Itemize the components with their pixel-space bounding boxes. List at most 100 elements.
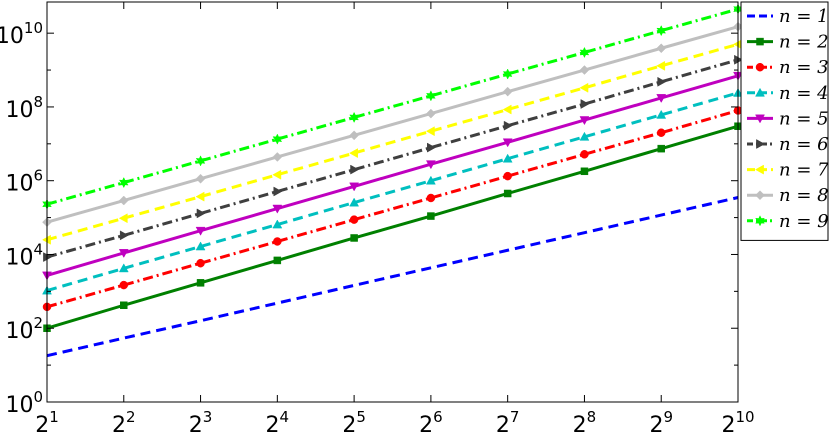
series-4-point — [502, 153, 513, 163]
y-tick-label: 1010 — [0, 19, 43, 49]
legend-item: n = 3 — [747, 57, 829, 78]
series-line-4 — [46, 91, 739, 293]
legend: n = 1 n = 2 n = 3 n = 4 n = 5 n = 6 n = 7 n = 8… — [740, 1, 829, 241]
y-tick-label: 100 — [5, 388, 43, 418]
series-8-point — [502, 86, 513, 97]
x-tick-label: 21 — [35, 408, 59, 435]
series-5-point — [502, 138, 513, 148]
series-9-point — [272, 133, 283, 145]
series-7-point — [272, 169, 282, 180]
series-1 — [46, 196, 739, 358]
series-5-point — [656, 94, 667, 103]
series-3-point — [503, 171, 512, 181]
legend-marker — [755, 114, 765, 124]
series-5-point — [272, 204, 283, 214]
series-6-point — [350, 164, 360, 175]
series-3-point — [196, 258, 205, 268]
legend-item: n = 7 — [747, 160, 829, 181]
legend-item: n = 2 — [747, 32, 829, 53]
series-6-point — [580, 99, 590, 109]
series-5 — [42, 71, 743, 281]
series-4-point — [425, 175, 436, 185]
legend-label: n = 1 — [779, 6, 829, 27]
series-2-point — [657, 144, 665, 153]
series-4-point — [579, 131, 590, 141]
x-tick-label: 23 — [189, 408, 213, 435]
series-7-point — [656, 60, 666, 71]
x-tick-label: 27 — [496, 408, 520, 435]
legend-marker — [755, 215, 765, 227]
legend-label: n = 6 — [779, 134, 829, 155]
series-6-point — [657, 76, 667, 87]
series-8-point — [426, 108, 436, 119]
series-5-point — [349, 182, 360, 192]
series-line-2 — [46, 124, 739, 330]
legend-item: n = 5 — [747, 108, 829, 129]
series-layer — [41, 3, 744, 358]
series-7-point — [195, 191, 205, 202]
series-4-point — [195, 241, 206, 251]
series-3-point — [273, 237, 282, 246]
y-axis: 100 102 104 106 108 1010 — [0, 19, 738, 418]
legend-label: n = 4 — [779, 83, 829, 104]
series-2-point — [120, 301, 128, 309]
series-9-point — [195, 155, 206, 167]
legend-label: n = 3 — [779, 57, 829, 78]
series-8-point — [195, 173, 206, 184]
series-line-7 — [46, 42, 739, 242]
series-6-point — [196, 208, 206, 219]
series-9-point — [579, 46, 590, 59]
series-4-point — [118, 263, 129, 273]
legend-marker — [756, 37, 764, 46]
legend-marker — [755, 62, 765, 72]
x-tick-label: 22 — [112, 408, 136, 435]
y-tick-label: 108 — [5, 93, 43, 123]
x-tick-label: 26 — [419, 408, 443, 435]
series-3-point — [119, 280, 129, 290]
series-6-point — [119, 230, 129, 241]
x-tick-label: 210 — [721, 408, 754, 435]
legend-item: n = 4 — [747, 83, 829, 104]
legend-label: n = 8 — [779, 185, 829, 206]
series-line-8 — [46, 25, 739, 224]
legend-label: n = 7 — [779, 160, 829, 181]
series-4-point — [349, 197, 360, 207]
series-2-point — [196, 279, 205, 287]
series-7-point — [118, 213, 128, 224]
legend-marker — [755, 87, 765, 97]
series-5-point — [579, 116, 590, 126]
legend-marker — [754, 164, 764, 175]
legend-item: n = 1 — [747, 6, 829, 27]
series-3-point — [426, 193, 436, 203]
series-7-point — [349, 148, 358, 159]
series-8-point — [579, 65, 590, 75]
x-tick-label: 29 — [649, 408, 673, 435]
series-2-point — [273, 256, 282, 265]
series-line-1 — [46, 196, 739, 358]
x-tick-label: 24 — [266, 408, 290, 435]
series-2-point — [350, 234, 358, 242]
series-9-point — [118, 176, 129, 189]
series-3 — [42, 106, 743, 312]
legend-label: n = 5 — [779, 108, 829, 129]
legend-label: n = 2 — [779, 32, 829, 53]
series-8-point — [656, 43, 667, 54]
series-7-point — [579, 82, 589, 93]
y-tick-label: 104 — [5, 240, 43, 270]
legend-marker — [755, 190, 765, 201]
series-5-point — [118, 249, 129, 258]
series-2-point — [503, 189, 512, 198]
plot-background — [47, 2, 738, 402]
series-7-point — [502, 104, 512, 115]
y-tick-label: 106 — [5, 167, 43, 197]
series-3-point — [349, 215, 359, 224]
series-8-point — [118, 195, 129, 206]
series-8-point — [272, 152, 283, 162]
legend-item: n = 9 — [747, 211, 829, 232]
series-3-point — [656, 128, 666, 137]
series-6-point — [427, 142, 436, 153]
series-5-point — [195, 226, 206, 236]
series-6-point — [273, 186, 283, 197]
x-tick-label: 28 — [573, 408, 597, 435]
